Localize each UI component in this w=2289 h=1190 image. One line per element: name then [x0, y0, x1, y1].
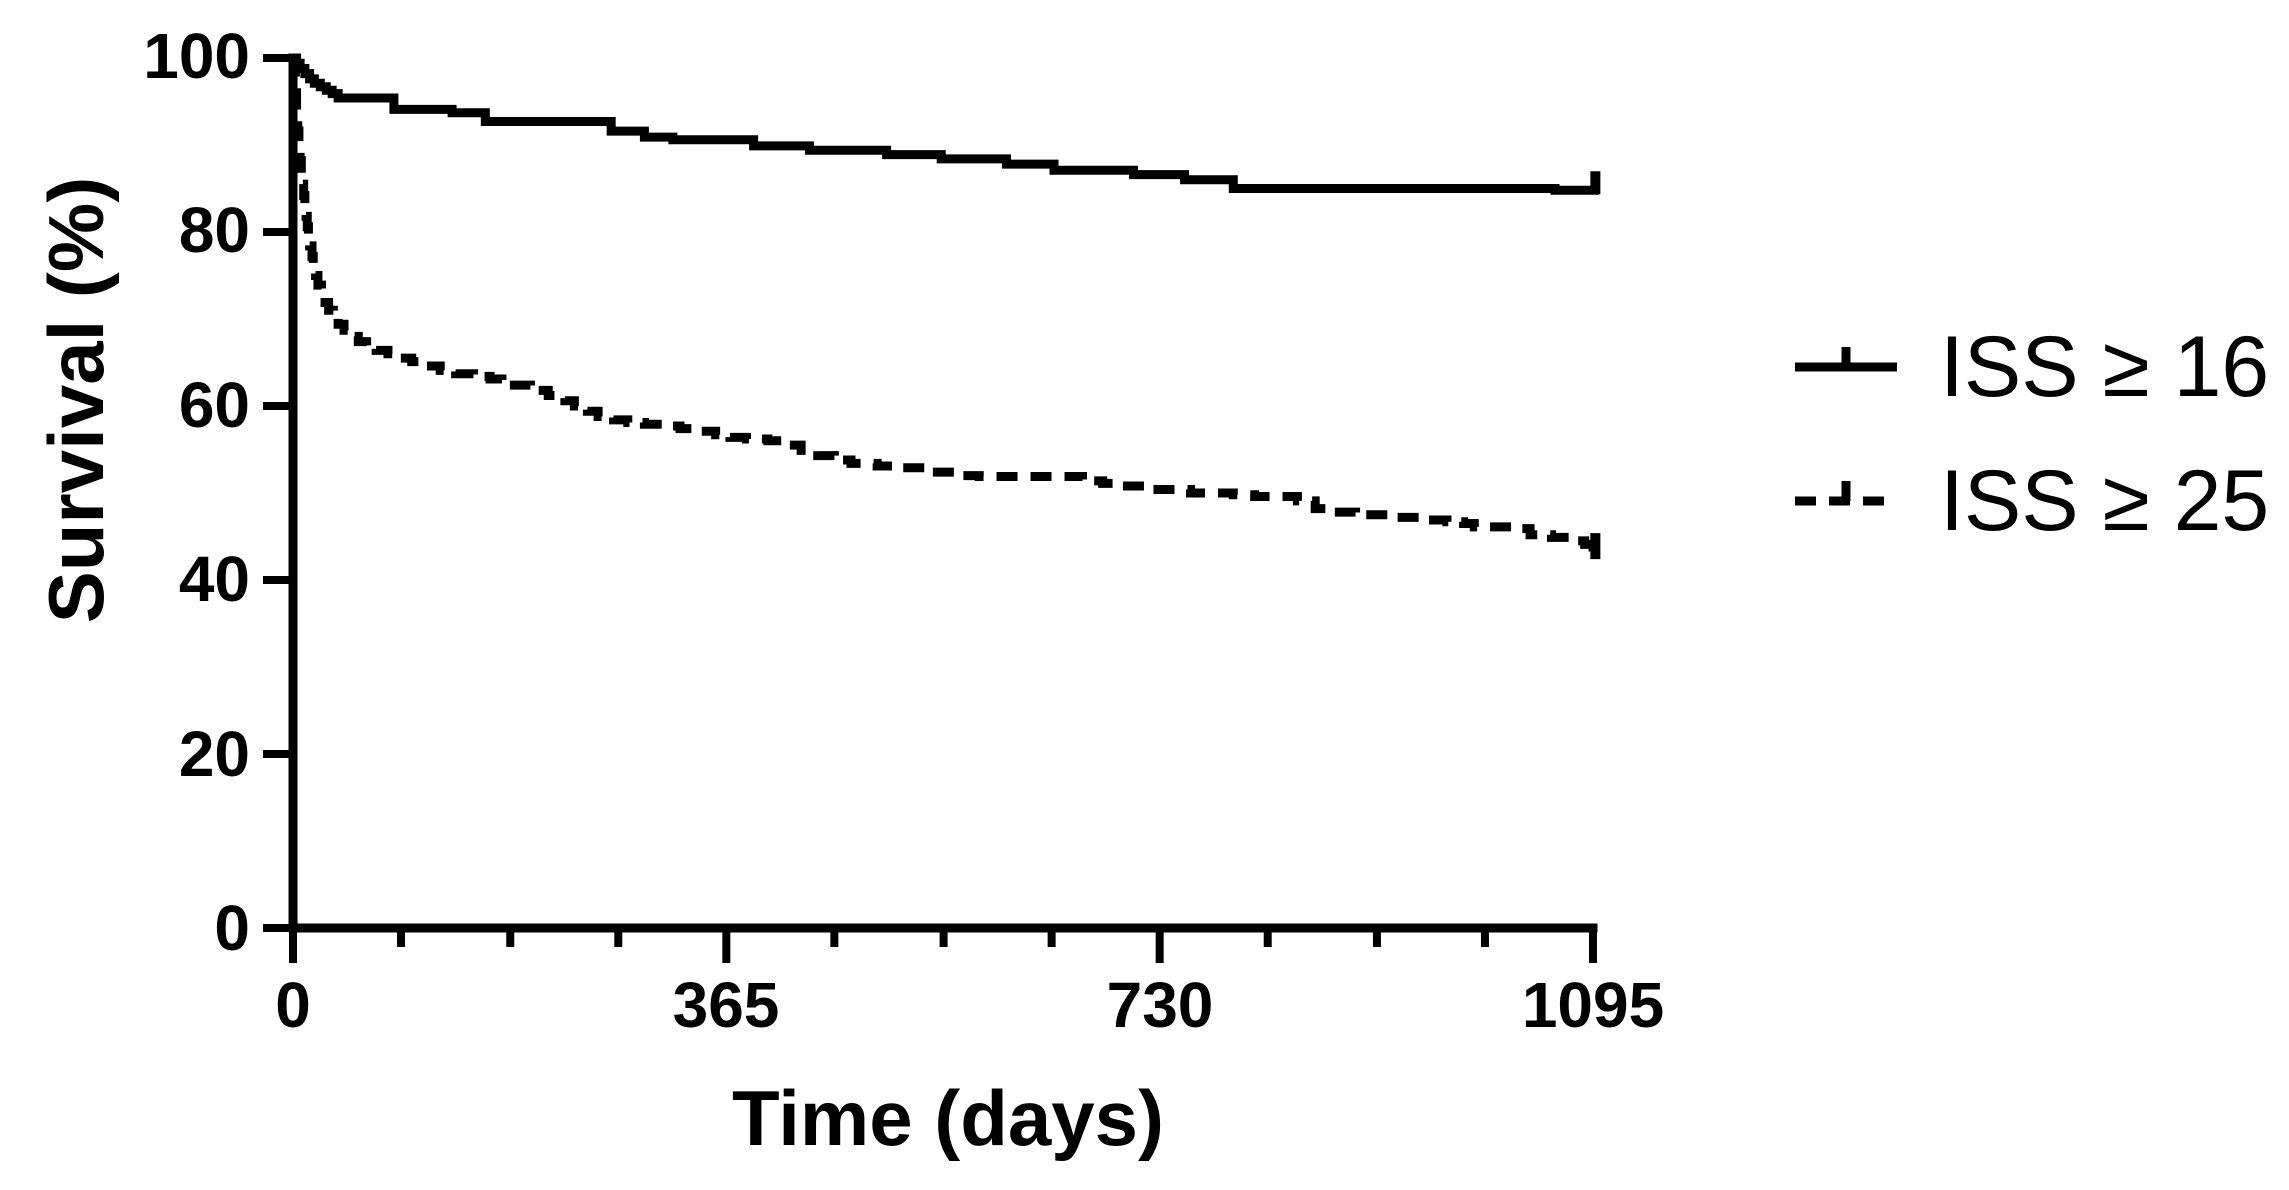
y-tick-label-0: 0 [214, 892, 250, 964]
legend-label-iss25: ISS ≥ 25 [1940, 453, 2270, 549]
x-axis-title: Time (days) [731, 1074, 1165, 1162]
legend-label-iss16: ISS ≥ 16 [1940, 319, 2270, 415]
x-tick-label-0: 0 [275, 969, 311, 1041]
survival-curve-iss16 [292, 53, 1599, 195]
y-tick-label-20: 20 [178, 718, 250, 790]
y-tick-label-80: 80 [178, 194, 250, 266]
x-tick-label-730: 730 [1106, 969, 1214, 1041]
y-tick-label-40: 40 [178, 543, 250, 615]
x-tick-label-1095: 1095 [1521, 969, 1665, 1041]
y-tick-label-60: 60 [178, 369, 250, 441]
x-tick-label-365: 365 [672, 969, 780, 1041]
y-tick-label-100: 100 [143, 20, 250, 92]
survival-curve-iss25 [289, 53, 1599, 552]
y-axis-title: Survival (%) [32, 176, 120, 624]
